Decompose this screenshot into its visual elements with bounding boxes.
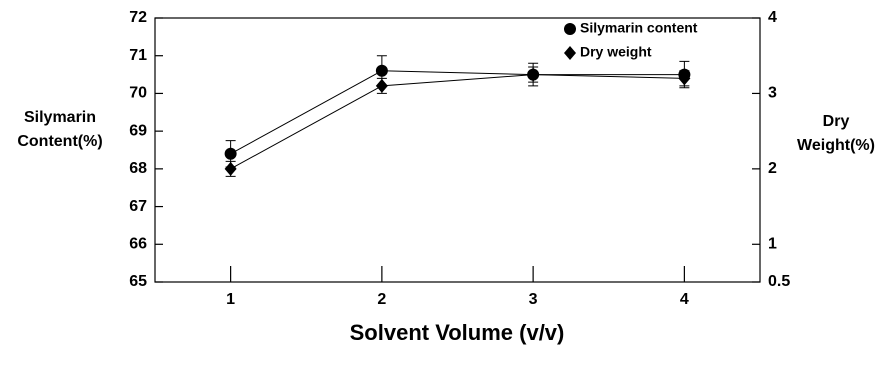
legend-marker [564,23,576,35]
data-point [224,161,237,176]
y2-tick-label: 1 [768,236,777,253]
data-point [678,71,691,86]
x-tick-label: 1 [226,291,235,308]
y2-tick-label: 2 [768,160,777,177]
data-point [375,64,388,77]
data-point [224,147,237,160]
y2-axis-label: Weight(%) [797,137,875,154]
y2-tick-label: 0.5 [768,273,790,290]
legend-label: Silymarin content [580,20,698,36]
y2-axis-label: Dry [823,113,850,130]
y-tick-label: 70 [129,85,147,102]
plot-frame [154,17,761,283]
data-point [527,67,540,82]
x-tick-label: 4 [680,291,689,308]
y2-tick-label: 3 [768,85,777,102]
y-tick-label: 69 [129,122,147,139]
y-tick-label: 66 [129,236,147,253]
series-line [230,70,685,155]
x-axis-label: Solvent Volume (v/v) [350,320,565,345]
y-axis-label: Silymarin [24,109,96,126]
x-tick-label: 3 [529,291,538,308]
y2-tick-label: 4 [768,9,777,26]
y-tick-label: 65 [129,273,147,290]
x-tick-label: 2 [377,291,386,308]
data-point [375,78,388,93]
series-line [230,74,685,170]
y-tick-label: 67 [129,198,147,215]
legend-label: Dry weight [580,44,652,60]
y-axis-label: Content(%) [17,133,102,150]
y-tick-label: 72 [129,9,147,26]
y-tick-label: 68 [129,160,147,177]
legend-marker [564,46,576,60]
y-tick-label: 71 [129,47,147,64]
